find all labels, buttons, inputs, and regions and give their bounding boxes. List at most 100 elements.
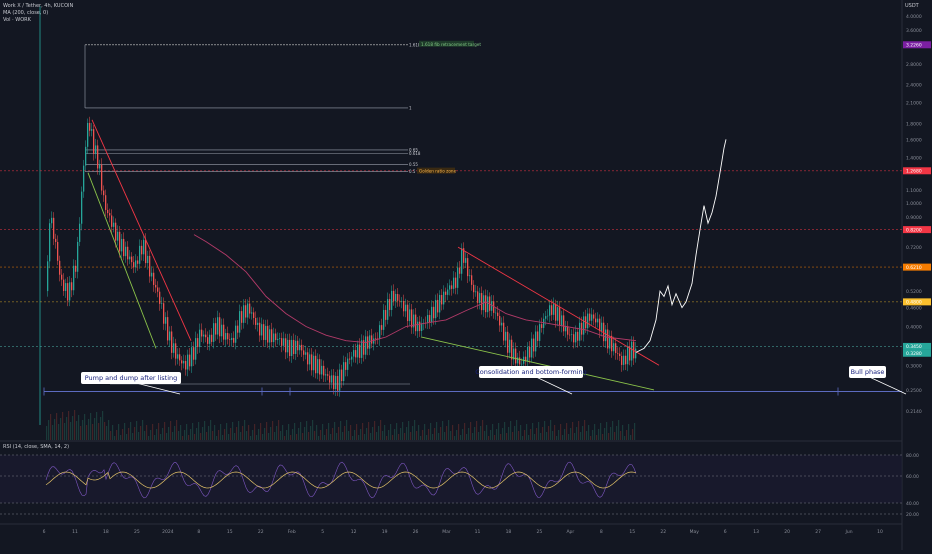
volume-bar	[544, 421, 546, 440]
candle-body	[591, 314, 593, 321]
candle-body	[161, 303, 163, 304]
volume-bar	[566, 423, 568, 440]
candle-body	[123, 238, 125, 257]
volume-bar	[478, 432, 480, 440]
candle-body	[59, 260, 61, 275]
candle-body	[577, 331, 579, 341]
volume-bar	[538, 422, 540, 440]
volume-bar	[256, 435, 258, 440]
volume-bar	[596, 435, 598, 440]
y-tick-label: 0.9000	[906, 215, 922, 221]
legend-volume[interactable]: Vol · WORK	[3, 17, 31, 23]
candle-body	[527, 346, 529, 362]
candle-body	[345, 362, 347, 370]
volume-bar	[458, 424, 460, 440]
legend-ma[interactable]: MA (200, close, 0)	[3, 10, 49, 16]
candle-body	[623, 355, 625, 365]
y-tick-label: 0.7200	[906, 245, 922, 251]
x-tick-label: 11	[72, 529, 78, 535]
candle-body	[363, 340, 365, 355]
candle-body	[565, 326, 567, 332]
volume-bar	[434, 428, 436, 440]
volume-bar	[406, 427, 408, 440]
candle-body	[461, 248, 463, 274]
candle-body	[429, 315, 431, 323]
volume-bar	[134, 427, 136, 440]
fib-target-box	[419, 40, 474, 47]
volume-bar	[316, 425, 318, 440]
volume-bar	[476, 421, 478, 440]
candle-body	[115, 222, 117, 241]
candle-body	[279, 338, 281, 339]
volume-bar	[76, 421, 78, 440]
candle-body	[49, 223, 51, 262]
candle-body	[343, 362, 345, 382]
candle-body	[321, 365, 323, 375]
candle-body	[185, 360, 187, 370]
candle-body	[183, 360, 185, 364]
candle-body	[401, 301, 403, 302]
candle-body	[541, 324, 543, 328]
candle-body	[615, 343, 617, 354]
volume-bar	[258, 429, 260, 440]
volume-bar	[254, 424, 256, 440]
volume-bar	[224, 429, 226, 440]
candle-body	[333, 375, 335, 390]
legend-symbol[interactable]: Work X / Tether, 4h, KUCOIN	[3, 3, 74, 9]
candle-body	[137, 260, 139, 264]
volume-bar	[572, 422, 574, 440]
volume-bar	[526, 424, 528, 440]
volume-bar	[586, 431, 588, 440]
volume-bar	[608, 433, 610, 440]
candle-body	[341, 369, 343, 382]
volume-bar	[158, 423, 160, 440]
y-tick-label: 1.8000	[906, 122, 922, 128]
candle-body	[547, 315, 549, 317]
volume-bar	[176, 420, 178, 440]
legend-rsi[interactable]: RSI (14, close, SMA, 14, 2)	[3, 444, 70, 450]
volume-bar	[52, 425, 54, 440]
candle-body	[379, 325, 381, 339]
price-tag-label: 0.4800	[906, 300, 922, 306]
candle-body	[351, 356, 353, 360]
volume-bar	[578, 421, 580, 440]
candle-body	[87, 122, 89, 147]
volume-bar	[98, 423, 100, 440]
candle-body	[171, 331, 173, 353]
volume-bar	[322, 424, 324, 440]
volume-bar	[342, 432, 344, 440]
y-tick-label: 1.4000	[906, 155, 922, 161]
x-tick-label: 11	[475, 529, 481, 535]
quote-currency: USDT	[905, 3, 919, 9]
candle-body	[231, 337, 233, 340]
volume-bar	[172, 432, 174, 440]
candles	[47, 116, 637, 397]
candle-body	[411, 309, 413, 328]
candle-body	[131, 256, 133, 263]
volume-bar	[240, 432, 242, 440]
volume-bar	[238, 421, 240, 440]
volume-bar	[474, 427, 476, 440]
candle-body	[609, 335, 611, 349]
candle-body	[285, 338, 287, 353]
volume-bar	[392, 435, 394, 440]
volume-bar	[400, 428, 402, 440]
x-tick-label: 25	[134, 529, 140, 535]
fib-ratio-label: 0.5	[409, 169, 416, 174]
price-tag-label: 0.8200	[906, 227, 922, 233]
candle-body	[103, 190, 105, 196]
volume-bar	[298, 428, 300, 440]
y-tick-label: 3.6000	[906, 28, 922, 34]
volume-bar	[236, 427, 238, 440]
volume-bar	[348, 431, 350, 440]
pump-callout-box	[81, 372, 181, 384]
candle-body	[287, 339, 289, 353]
volume-bar	[624, 436, 626, 440]
volume-bar	[156, 429, 158, 440]
candle-body	[133, 262, 135, 268]
candle-body	[259, 322, 261, 336]
candle-body	[187, 354, 189, 370]
price-tag-label: 1.2680	[906, 169, 922, 175]
